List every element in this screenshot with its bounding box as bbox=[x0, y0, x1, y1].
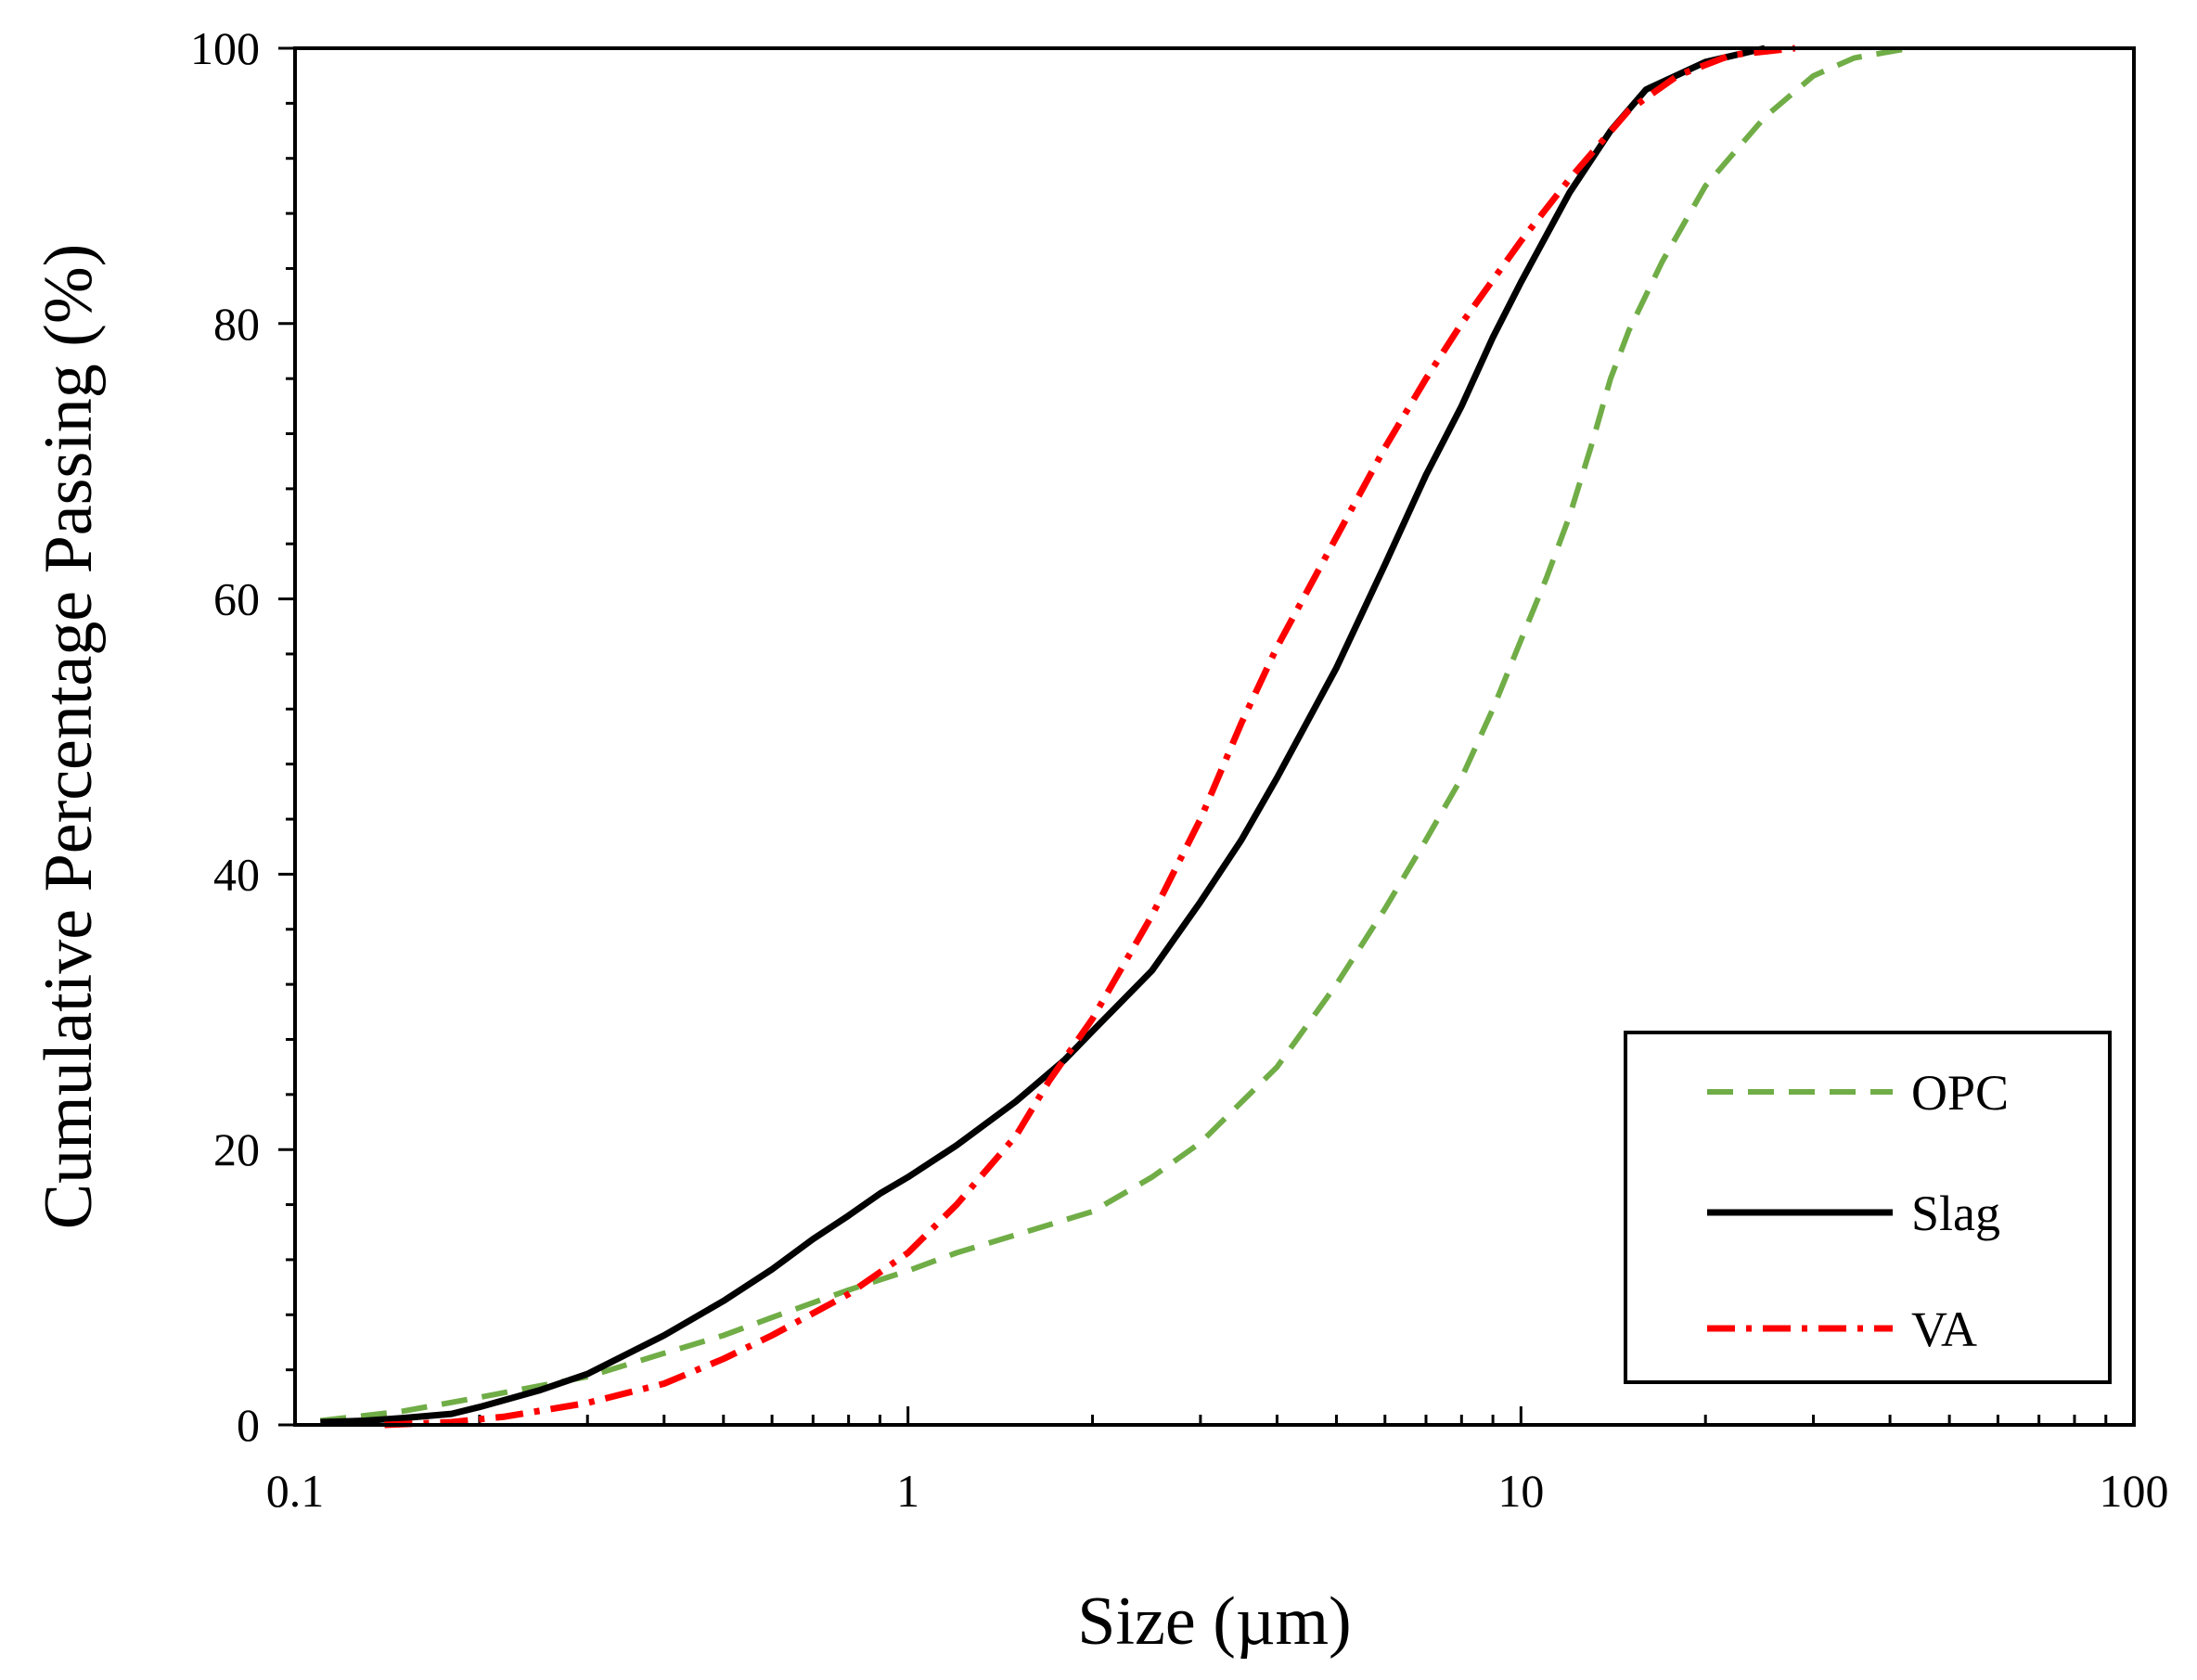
y-tick-label: 80 bbox=[213, 298, 260, 350]
y-tick-label: 60 bbox=[213, 573, 260, 625]
x-tick-label: 10 bbox=[1497, 1465, 1544, 1517]
legend-label-va: VA bbox=[1911, 1302, 1977, 1357]
legend: OPC Slag VA bbox=[1624, 1031, 2112, 1384]
legend-label-slag: Slag bbox=[1911, 1186, 2000, 1241]
x-tick-label: 100 bbox=[2100, 1465, 2169, 1517]
legend-label-opc: OPC bbox=[1911, 1065, 2009, 1121]
y-tick-labels: 0 20 40 60 80 100 bbox=[190, 22, 260, 1451]
x-tick-label: 0.1 bbox=[266, 1465, 325, 1517]
plot-area-frame bbox=[293, 46, 2136, 1427]
series-line-slag bbox=[320, 45, 1766, 1426]
x-axis-title: Size (µm) bbox=[1077, 1584, 1351, 1660]
y-tick-label: 40 bbox=[213, 848, 260, 900]
legend-box bbox=[1624, 1031, 2112, 1384]
series-lines bbox=[319, 45, 1910, 1429]
y-tick-label: 0 bbox=[237, 1399, 260, 1451]
y-tick-label: 100 bbox=[190, 22, 260, 74]
x-tick-labels: 0.1 1 10 100 bbox=[266, 1465, 2169, 1517]
y-tick-label: 20 bbox=[213, 1123, 260, 1175]
series-line-va bbox=[384, 45, 1796, 1429]
y-axis-title: Cumulative Percentage Passing (%) bbox=[31, 244, 107, 1229]
series-line-opc bbox=[319, 45, 1910, 1424]
x-tick-label: 1 bbox=[896, 1465, 919, 1517]
